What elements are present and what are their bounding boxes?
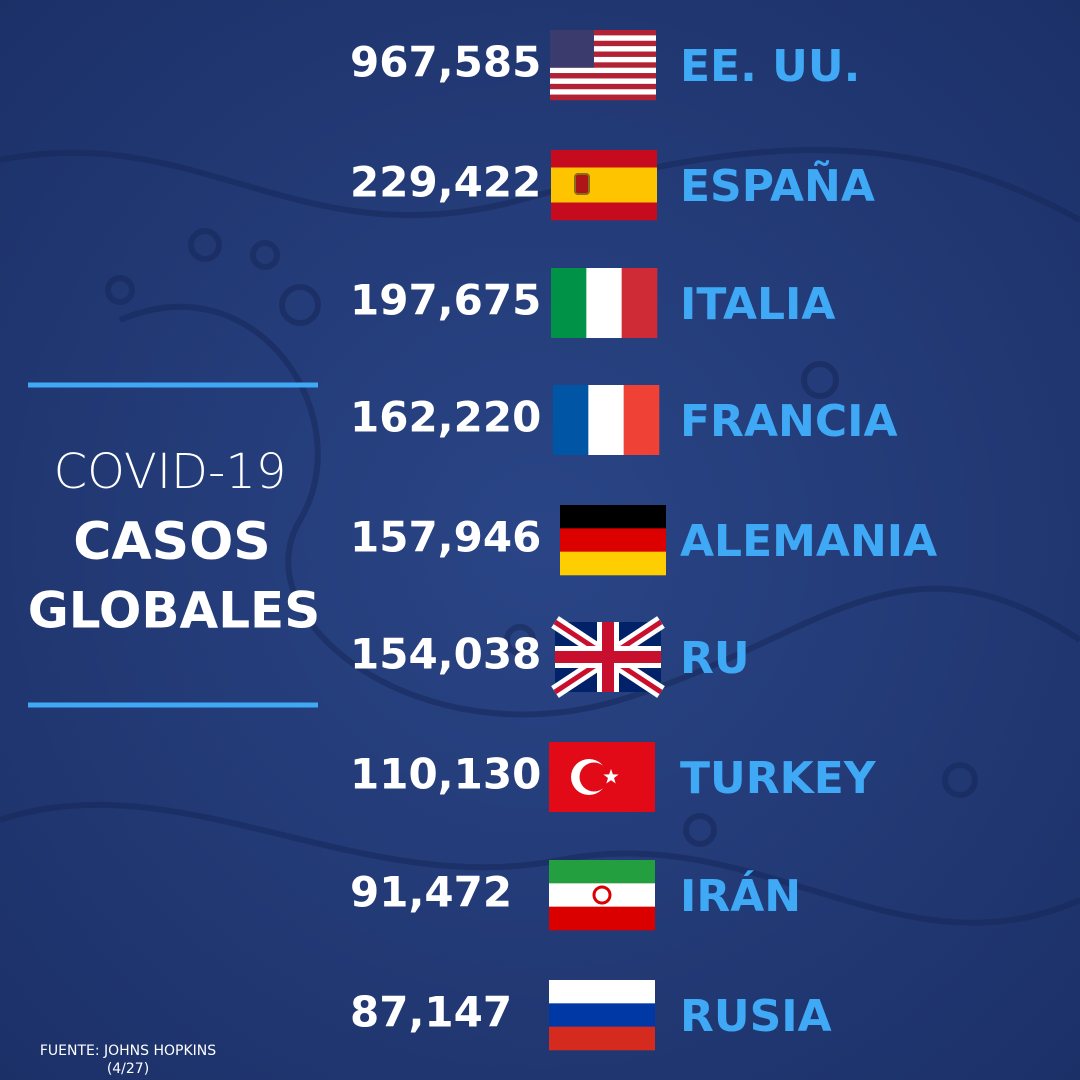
- source: FUENTE: JOHNS HOPKINS: [40, 1043, 216, 1059]
- case-count: 110,130: [350, 750, 541, 799]
- flag-stripe: [553, 385, 589, 455]
- flag-stripe: [549, 1003, 655, 1027]
- flag-stripe: [550, 35, 656, 41]
- row: 91,472 IRÁN: [350, 860, 801, 931]
- flag-stripe: [549, 1026, 655, 1051]
- case-count: 91,472: [350, 868, 512, 917]
- row: 967,585 EE. UU.: [350, 30, 860, 101]
- flag-stripe: [550, 40, 656, 47]
- title-line: CASOS: [73, 512, 271, 572]
- flag-stripe: [586, 268, 622, 338]
- row: 110,130 TURKEY: [350, 742, 877, 812]
- flag-crescent: [579, 762, 609, 792]
- country-name: ESPAÑA: [680, 159, 875, 212]
- row: 157,946 ALEMANIA: [350, 505, 937, 576]
- rows: 967,585 EE. UU. 229,422 ESPAÑA 197,675 ITALIA…: [350, 30, 937, 1051]
- flag-star: [603, 769, 619, 784]
- flag: [550, 30, 656, 101]
- flag-stripe: [549, 883, 655, 907]
- flag-stripe: [550, 62, 656, 68]
- flag-stripe: [560, 551, 666, 576]
- flag-stripe: [550, 46, 656, 52]
- row: 87,147 RUSIA: [350, 980, 832, 1051]
- flag-cross: [555, 622, 661, 692]
- row: 154,038 RU: [350, 616, 750, 698]
- country-name: EE. UU.: [680, 41, 860, 92]
- flag-stripe: [560, 505, 666, 529]
- case-count: 162,220: [350, 393, 541, 442]
- flag-stripe: [560, 528, 666, 552]
- country-name: ALEMANIA: [680, 516, 937, 567]
- flag: [553, 385, 660, 455]
- title-line: GLOBALES: [28, 582, 320, 640]
- row: 197,675 ITALIA: [350, 268, 835, 338]
- flag-stripe: [623, 385, 660, 455]
- flag-stripe: [550, 30, 656, 36]
- flag-stripe: [621, 268, 658, 338]
- flag: [551, 268, 658, 338]
- flag-stripe: [550, 56, 656, 63]
- case-count: 87,147: [350, 988, 512, 1037]
- flag-stripe: [550, 89, 656, 95]
- flag-stripe: [550, 94, 656, 101]
- flag-canton: [550, 30, 594, 68]
- country-name: TURKEY: [680, 753, 877, 804]
- case-count: 229,422: [350, 158, 541, 207]
- source: (4/27): [107, 1061, 149, 1077]
- flag: [551, 616, 665, 698]
- country-name: ITALIA: [680, 279, 835, 330]
- flag: [549, 980, 655, 1051]
- flag: [549, 742, 655, 812]
- flag-stripe: [550, 73, 656, 79]
- case-count: 197,675: [350, 276, 541, 325]
- flag-stripe: [551, 150, 657, 168]
- flag-stripe: [549, 906, 655, 931]
- case-count: 967,585: [350, 38, 541, 87]
- flag-stripe: [550, 78, 656, 85]
- flag-stripe: [588, 385, 624, 455]
- flag-stripe: [549, 980, 655, 1004]
- case-count: 154,038: [350, 630, 541, 679]
- flag: [551, 150, 657, 221]
- row: 162,220 FRANCIA: [350, 385, 898, 455]
- flag: [549, 860, 655, 931]
- title-line: COVID-19: [54, 444, 287, 500]
- country-name: IRÁN: [680, 869, 801, 922]
- flag-emblem: [592, 885, 612, 905]
- flag-emblem: [574, 173, 590, 195]
- flag: [560, 505, 666, 576]
- country-name: FRANCIA: [680, 396, 898, 447]
- flag-stripe: [551, 268, 587, 338]
- flag-stripe: [550, 67, 656, 74]
- flag-stripe: [551, 202, 657, 221]
- flag-stripe: [550, 83, 656, 90]
- flag-stripe: [549, 860, 655, 884]
- country-name: RU: [680, 633, 750, 684]
- flag-stripe: [550, 51, 656, 58]
- row: 229,422 ESPAÑA: [350, 150, 875, 221]
- flag-stripe: [551, 167, 657, 203]
- case-count: 157,946: [350, 513, 541, 562]
- country-name: RUSIA: [680, 991, 832, 1042]
